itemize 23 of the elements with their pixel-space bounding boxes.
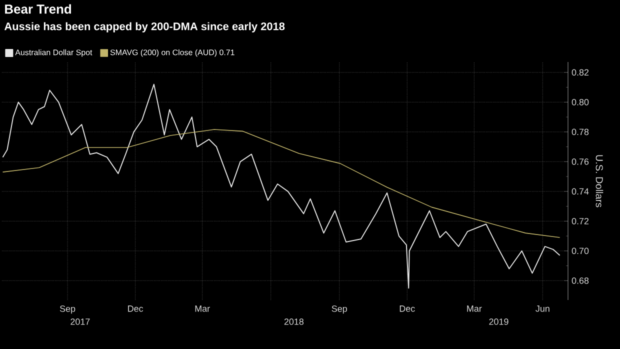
text: 2017	[70, 318, 90, 325]
y-tick-label: 0.68	[572, 277, 589, 284]
x-tick-label: Sep	[60, 306, 76, 314]
chart-title: Bear Trend	[5, 4, 72, 14]
line-series	[2, 84, 560, 289]
y-axis-title: U.S. Dollars	[596, 155, 604, 208]
x-tick-label: Dec	[400, 306, 415, 312]
x-tick-label: Jun	[536, 306, 550, 312]
y-tick-label: 0.70	[572, 248, 589, 254]
y-tick-label: 0.74	[572, 188, 589, 195]
text: 2018	[284, 318, 304, 325]
y-tick-label: 0.82	[572, 69, 589, 76]
y-tick-label: 0.78	[572, 128, 589, 136]
x-tick-label: Mar	[467, 306, 482, 312]
text: 2019	[489, 318, 508, 325]
line-series	[2, 129, 560, 238]
y-tick-label: 0.80	[572, 98, 589, 106]
x-tick-label: Sep	[332, 306, 347, 314]
x-tick-label: Dec	[128, 306, 144, 312]
y-tick-label: 0.76	[572, 158, 589, 165]
y-tick-label: 0.72	[572, 218, 589, 224]
chart-subtitle: Aussie has been capped by 200-DMA since early 2018	[4, 22, 285, 32]
x-tick-label: Mar	[195, 306, 210, 312]
